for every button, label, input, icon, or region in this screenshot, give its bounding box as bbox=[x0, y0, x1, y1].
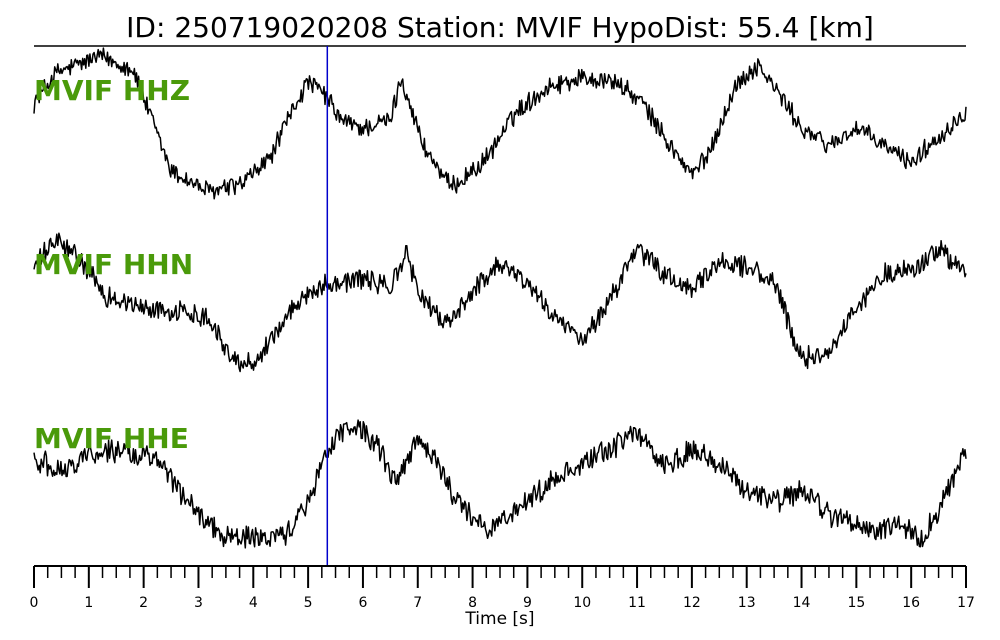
channel-label-mvif-hhn: MVIF HHN bbox=[34, 248, 193, 281]
x-tick-label: 11 bbox=[628, 595, 646, 611]
channel-label-mvif-hhz: MVIF HHZ bbox=[34, 74, 190, 107]
trace-group bbox=[33, 47, 967, 549]
trace-mvif-hhn bbox=[33, 232, 967, 373]
chart-title: ID: 250719020208 Station: MVIF HypoDist:… bbox=[126, 11, 874, 44]
x-tick-label: 12 bbox=[683, 595, 701, 611]
x-tick-label: 5 bbox=[304, 595, 313, 611]
x-tick-label: 10 bbox=[573, 595, 591, 611]
x-tick-label: 16 bbox=[902, 595, 920, 611]
x-axis-label: Time [s] bbox=[464, 609, 534, 629]
x-tick-label: 0 bbox=[30, 595, 39, 611]
x-tick-label: 6 bbox=[358, 595, 367, 611]
channel-label-mvif-hhe: MVIF HHE bbox=[34, 422, 189, 455]
x-tick-label: 17 bbox=[957, 595, 975, 611]
x-tick-label: 15 bbox=[847, 595, 865, 611]
trace-mvif-hhz bbox=[33, 47, 967, 200]
x-tick-label: 9 bbox=[523, 595, 532, 611]
x-tick-label: 14 bbox=[793, 595, 811, 611]
x-axis: 0 1 2 3 4 5 6 7 8 9 10 11 12 13 14 15 16 17 bbox=[30, 565, 975, 611]
x-tick-label: 3 bbox=[194, 595, 203, 611]
trace-mvif-hhe bbox=[33, 419, 967, 549]
channel-label-group: MVIF HHZ MVIF HHN MVIF HHE bbox=[34, 74, 193, 455]
x-tick-label: 2 bbox=[139, 595, 148, 611]
x-tick-label: 13 bbox=[738, 595, 756, 611]
x-tick-label: 1 bbox=[84, 595, 93, 611]
x-tick-label: 7 bbox=[413, 595, 422, 611]
x-tick-label: 8 bbox=[468, 595, 477, 611]
x-tick-label: 4 bbox=[249, 595, 258, 611]
